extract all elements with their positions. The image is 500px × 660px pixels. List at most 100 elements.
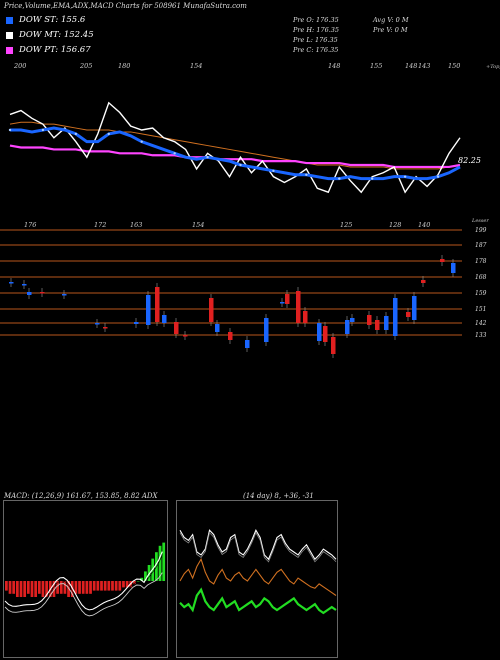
macd-histogram-bar — [125, 581, 129, 588]
candle-body — [183, 335, 188, 337]
macd-histogram-bar — [5, 581, 8, 591]
macd-histogram-bar — [41, 581, 45, 597]
macd-shadow-line — [4, 554, 163, 614]
macd-histogram-bar — [133, 581, 136, 585]
candle-body — [95, 323, 100, 325]
price-top-label: 154 — [190, 62, 202, 70]
candle-top-label: 176 — [24, 221, 36, 229]
adx-panel — [176, 500, 338, 658]
macd-histogram-bar — [12, 581, 16, 594]
candle-body — [62, 294, 67, 296]
candle-body — [331, 337, 336, 354]
macd-histogram-bar — [162, 542, 166, 581]
price-top-label: 148 — [405, 62, 417, 70]
candle-top-label: 125 — [340, 221, 352, 229]
legend-dow-pt: DOW PT: 156.67 — [6, 45, 91, 55]
macd-histogram-bar — [59, 581, 63, 594]
candle-body — [22, 284, 27, 286]
ema-point — [403, 175, 407, 178]
candle-body — [345, 320, 350, 334]
ema-point — [140, 140, 143, 143]
price-axis-label: 159 — [475, 290, 487, 297]
macd-histogram-bar — [92, 581, 96, 591]
main-chart-svg: 200205180154148155148143150+Topp82.25199… — [0, 62, 500, 358]
macd-histogram-bar — [100, 581, 103, 591]
price-top-label: 150 — [448, 62, 460, 70]
candle-body — [317, 323, 322, 341]
candle-body — [9, 282, 14, 284]
candle-top-label: 128 — [389, 221, 401, 229]
candle-body — [296, 291, 301, 323]
price-top-label: 180 — [118, 62, 130, 70]
candle-body — [367, 315, 372, 325]
pre-close: Pre C: 176.35 — [293, 46, 339, 54]
candle-body — [162, 315, 167, 323]
ema-point — [107, 132, 110, 136]
macd-histogram-bar — [67, 581, 70, 597]
candle-top-label: 163 — [130, 221, 142, 229]
candle-body — [27, 292, 32, 295]
candle-body — [174, 322, 179, 334]
macd-line — [4, 551, 163, 611]
ema-point — [370, 177, 374, 180]
pre-volume: Pre V: 0 M — [373, 26, 408, 34]
candle-body — [209, 298, 214, 322]
candle-body — [384, 316, 389, 330]
pre-low: Pre L: 176.35 — [293, 36, 338, 44]
ema-point — [8, 128, 12, 132]
chart-title: Price,Volume,EMA,ADX,MACD Charts for 508… — [4, 2, 247, 10]
candle-top-right-label: Lesser — [471, 218, 489, 224]
macd-histogram-bar — [114, 581, 118, 591]
ema-point — [239, 163, 242, 167]
ema-point — [272, 169, 275, 173]
pre-high: Pre H: 176.35 — [293, 26, 340, 34]
macd-signal-line — [4, 572, 163, 617]
candle-body — [303, 311, 308, 323]
price-top-label: 205 — [79, 62, 92, 70]
adx-line-green — [179, 587, 337, 615]
candle-body — [215, 324, 220, 332]
macd-histogram-bar — [56, 581, 59, 594]
macd-histogram-bar — [63, 581, 67, 594]
macd-histogram-bar — [85, 581, 89, 594]
price-axis-label: 133 — [475, 332, 487, 339]
macd-histogram-bar — [96, 581, 100, 591]
legend-label: DOW ST: 155.6 — [19, 15, 86, 25]
price-axis-label: 187 — [475, 242, 487, 249]
adx-line-white-shadow — [179, 531, 337, 563]
adx-label: (14 day) 8, +36, -31 — [243, 492, 314, 500]
macd-histogram-bar — [89, 581, 92, 594]
candle-body — [350, 318, 355, 322]
ema-point — [305, 173, 308, 176]
candle-top-label: 154 — [192, 221, 204, 229]
legend-swatch-blue — [6, 16, 13, 24]
macd-histogram-bar — [26, 581, 30, 594]
price-top-right-label: +Topp — [486, 64, 500, 70]
macd-histogram-bar — [136, 581, 140, 582]
macd-histogram-bar — [37, 581, 41, 594]
macd-panel — [3, 500, 168, 658]
macd-histogram-bar — [118, 581, 122, 591]
macd-histogram-bar — [103, 581, 107, 591]
macd-histogram-bar — [140, 577, 144, 581]
macd-histogram-bar — [81, 581, 85, 594]
macd-histogram-bar — [122, 581, 125, 588]
pre-open: Pre O: 176.35 — [293, 16, 339, 24]
price-top-label: 155 — [370, 62, 382, 70]
macd-histogram-bar — [23, 581, 27, 597]
legend-swatch-white — [6, 31, 13, 39]
ema-line-blue — [10, 126, 461, 181]
candle-body — [245, 340, 250, 348]
legend-dow-st: DOW ST: 155.6 — [6, 15, 85, 25]
macd-histogram-bar — [19, 581, 23, 597]
ema-point — [41, 128, 45, 132]
price-top-label: 200 — [13, 62, 26, 70]
ema-point — [74, 132, 78, 136]
candle-body — [155, 287, 160, 322]
macd-histogram-bar — [78, 581, 81, 594]
ema-line-magenta — [9, 144, 461, 169]
avg-volume: Avg V: 0 M — [373, 16, 409, 24]
legend-dow-mt: DOW MT: 152.45 — [6, 30, 94, 40]
price-axis-label: 168 — [475, 274, 487, 281]
candle-body — [146, 295, 151, 325]
